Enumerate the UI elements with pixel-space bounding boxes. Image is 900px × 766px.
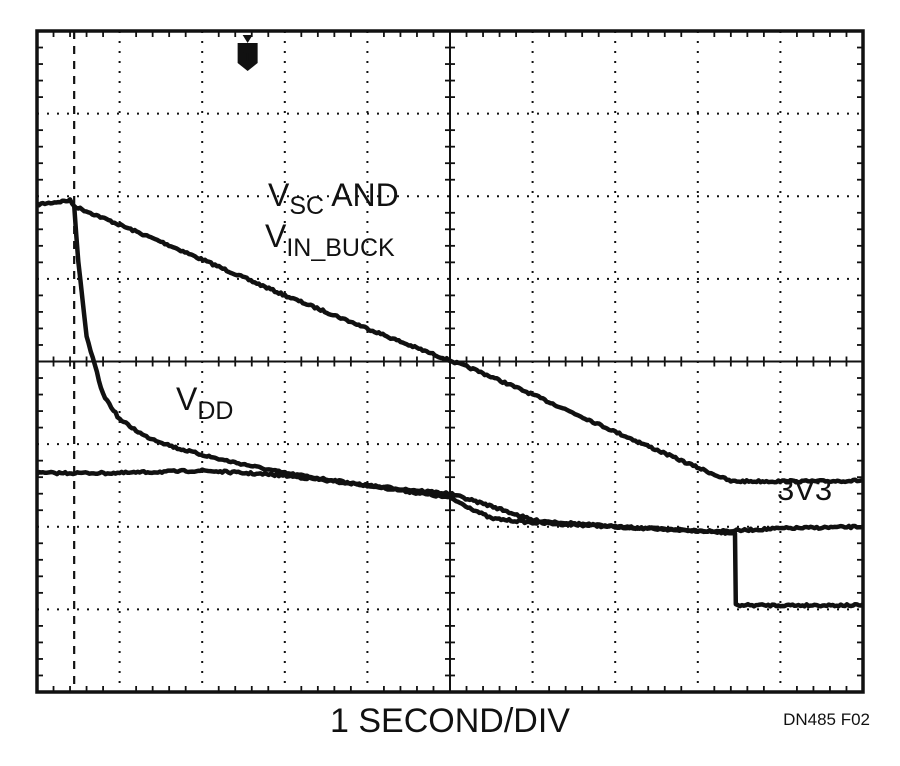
label-vsc-suffix: AND xyxy=(324,177,399,213)
traces xyxy=(35,197,865,609)
label-vin-buck: VIN_BUCK xyxy=(265,218,395,262)
label-vdd-main: V xyxy=(176,381,198,417)
label-vin-sub: IN_BUCK xyxy=(286,234,395,262)
label-vsc: VSC AND xyxy=(268,177,399,220)
x-axis-label: 1 SECOND/DIV xyxy=(330,702,570,740)
trace-3v3 xyxy=(35,467,865,609)
oscilloscope-plot: T VSC AND VIN_BUCK VDD 3V3 xyxy=(35,29,865,694)
label-3v3: 3V3 xyxy=(777,472,832,507)
figure-id: DN485 F02 xyxy=(783,710,870,729)
label-vdd: VDD xyxy=(176,381,233,425)
trace-vsc xyxy=(35,197,864,485)
label-vdd-sub: DD xyxy=(197,397,233,425)
trigger-marker-label: T xyxy=(243,48,252,64)
trigger-marker-icon: T xyxy=(237,35,258,71)
label-vin-main: V xyxy=(265,218,287,254)
label-vsc-main: V xyxy=(268,177,290,213)
label-vsc-sub: SC xyxy=(289,192,324,220)
